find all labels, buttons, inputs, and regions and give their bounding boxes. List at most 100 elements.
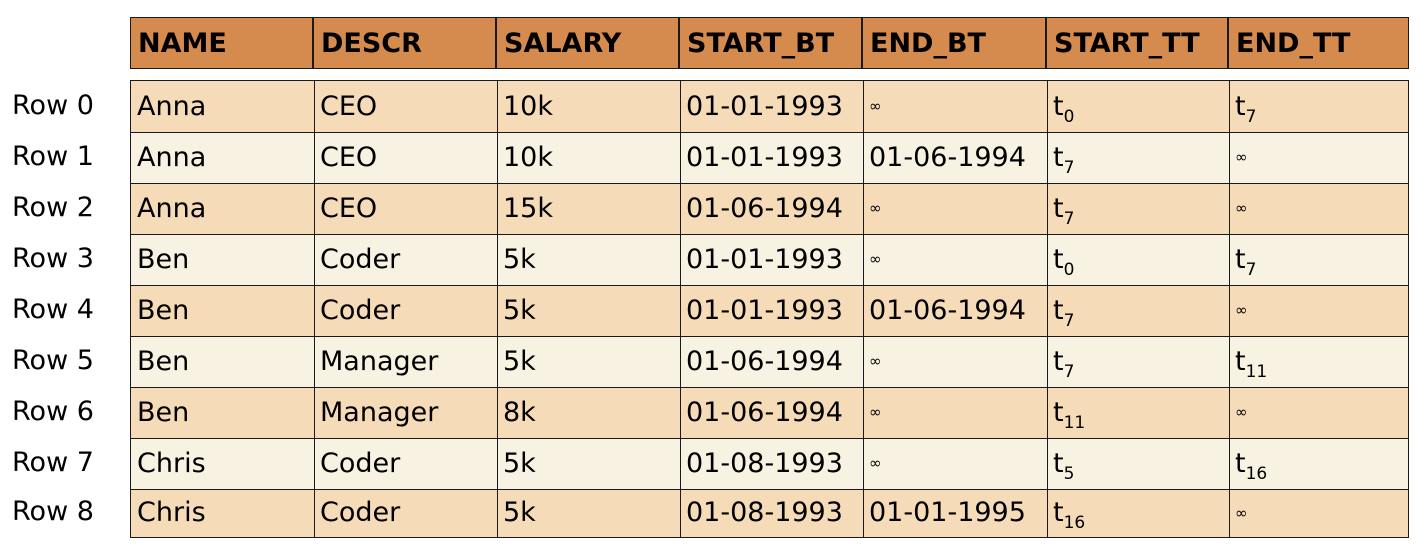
header-divider xyxy=(312,18,314,68)
cell-start-bt: 01-08-1993 xyxy=(686,448,843,479)
cell-descr: Coder xyxy=(320,244,401,275)
cell-end-tt: ∞ xyxy=(1235,504,1248,522)
cell-end-tt: ∞ xyxy=(1235,301,1248,319)
cell-descr: Manager xyxy=(320,397,439,428)
header-divider xyxy=(495,18,497,68)
cell-start-bt: 01-01-1993 xyxy=(686,244,843,275)
cell-start-tt: t7 xyxy=(1053,142,1075,178)
cell-start-tt: t7 xyxy=(1053,295,1075,331)
row-label: Row 4 xyxy=(12,294,94,325)
cell-end-bt: ∞ xyxy=(869,97,882,115)
cell-start-bt: 01-06-1994 xyxy=(686,397,843,428)
header-divider xyxy=(861,18,863,68)
cell-start-bt: 01-01-1993 xyxy=(686,142,843,173)
cell-end-tt: t16 xyxy=(1235,448,1268,484)
column-header-name: NAME xyxy=(138,28,227,59)
cell-salary: 5k xyxy=(503,244,536,275)
cell-end-tt: t7 xyxy=(1235,91,1257,127)
cell-end-bt: 01-01-1995 xyxy=(869,497,1026,528)
row-label: Row 2 xyxy=(12,192,94,223)
cell-name: Anna xyxy=(137,142,207,173)
cell-start-tt: t11 xyxy=(1053,397,1086,433)
row-divider xyxy=(131,336,1408,337)
cell-name: Chris xyxy=(137,497,206,528)
column-header-start-bt: START_BT xyxy=(687,28,835,59)
table-row: Chris Coder 5k 01-08-1993 ∞ t5 t16 xyxy=(131,438,1408,489)
table-row: Ben Coder 5k 01-01-1993 01-06-1994 t7 ∞ xyxy=(131,285,1408,336)
cell-end-tt: ∞ xyxy=(1235,199,1248,217)
row-label: Row 7 xyxy=(12,447,94,478)
column-header-end-bt: END_BT xyxy=(870,28,986,59)
column-divider xyxy=(497,81,498,537)
row-divider xyxy=(131,234,1408,235)
column-header-salary: SALARY xyxy=(504,28,622,59)
header-divider xyxy=(1227,18,1229,68)
row-label: Row 0 xyxy=(12,90,94,121)
cell-end-bt: 01-06-1994 xyxy=(869,295,1026,326)
cell-end-tt: ∞ xyxy=(1235,403,1248,421)
cell-name: Ben xyxy=(137,295,190,326)
row-label: Row 5 xyxy=(12,345,94,376)
cell-end-bt: 01-06-1994 xyxy=(869,142,1026,173)
cell-end-tt: t7 xyxy=(1235,244,1257,280)
row-divider xyxy=(131,387,1408,388)
cell-salary: 5k xyxy=(503,295,536,326)
cell-start-bt: 01-06-1994 xyxy=(686,193,843,224)
cell-end-bt: ∞ xyxy=(869,250,882,268)
cell-name: Ben xyxy=(137,244,190,275)
cell-descr: Manager xyxy=(320,346,439,377)
cell-start-bt: 01-08-1993 xyxy=(686,497,843,528)
column-header-start-tt: START_TT xyxy=(1054,28,1200,59)
row-divider xyxy=(131,285,1408,286)
header-divider xyxy=(678,18,680,68)
cell-end-bt: ∞ xyxy=(869,199,882,217)
column-divider xyxy=(680,81,681,537)
cell-start-tt: t7 xyxy=(1053,346,1075,382)
row-label: Row 6 xyxy=(12,396,94,427)
column-divider xyxy=(1229,81,1230,537)
cell-salary: 8k xyxy=(503,397,536,428)
cell-end-bt: ∞ xyxy=(869,352,882,370)
table-row: Ben Manager 5k 01-06-1994 ∞ t7 t11 xyxy=(131,336,1408,387)
cell-end-tt: ∞ xyxy=(1235,148,1248,166)
cell-salary: 10k xyxy=(503,142,553,173)
column-header-bar: NAME DESCR SALARY START_BT END_BT START_TT END… xyxy=(130,17,1409,69)
table-row: Chris Coder 5k 01-08-1993 01-01-1995 t16 ∞ xyxy=(131,489,1408,537)
column-divider xyxy=(314,81,315,537)
cell-salary: 5k xyxy=(503,448,536,479)
cell-end-bt: ∞ xyxy=(869,403,882,421)
cell-start-tt: t0 xyxy=(1053,244,1075,280)
cell-start-tt: t5 xyxy=(1053,448,1075,484)
table-body: Anna CEO 10k 01-01-1993 ∞ t0 t7 Anna CEO 10k 01-01… xyxy=(130,80,1409,538)
cell-descr: CEO xyxy=(320,142,378,173)
column-divider xyxy=(1047,81,1048,537)
column-header-end-tt: END_TT xyxy=(1236,28,1351,59)
row-divider xyxy=(131,438,1408,439)
row-label: Row 1 xyxy=(12,141,94,172)
table-row: Anna CEO 10k 01-01-1993 01-06-1994 t7 ∞ xyxy=(131,132,1408,183)
row-label: Row 8 xyxy=(12,496,94,527)
cell-descr: Coder xyxy=(320,295,401,326)
row-divider xyxy=(131,183,1408,184)
table-row: Ben Coder 5k 01-01-1993 ∞ t0 t7 xyxy=(131,234,1408,285)
table-row: Anna CEO 15k 01-06-1994 ∞ t7 ∞ xyxy=(131,183,1408,234)
row-label: Row 3 xyxy=(12,243,94,274)
cell-start-tt: t7 xyxy=(1053,193,1075,229)
table-row: Ben Manager 8k 01-06-1994 ∞ t11 ∞ xyxy=(131,387,1408,438)
row-divider xyxy=(131,132,1408,133)
cell-name: Anna xyxy=(137,193,207,224)
column-header-descr: DESCR xyxy=(321,28,422,59)
cell-end-tt: t11 xyxy=(1235,346,1268,382)
cell-salary: 5k xyxy=(503,346,536,377)
cell-descr: CEO xyxy=(320,193,378,224)
cell-start-tt: t0 xyxy=(1053,91,1075,127)
cell-start-tt: t16 xyxy=(1053,497,1086,533)
cell-salary: 10k xyxy=(503,91,553,122)
cell-salary: 5k xyxy=(503,497,536,528)
cell-name: Anna xyxy=(137,91,207,122)
header-divider xyxy=(1045,18,1047,68)
row-divider xyxy=(131,489,1408,490)
cell-name: Ben xyxy=(137,397,190,428)
table-row: Anna CEO 10k 01-01-1993 ∞ t0 t7 xyxy=(131,81,1408,132)
cell-salary: 15k xyxy=(503,193,553,224)
